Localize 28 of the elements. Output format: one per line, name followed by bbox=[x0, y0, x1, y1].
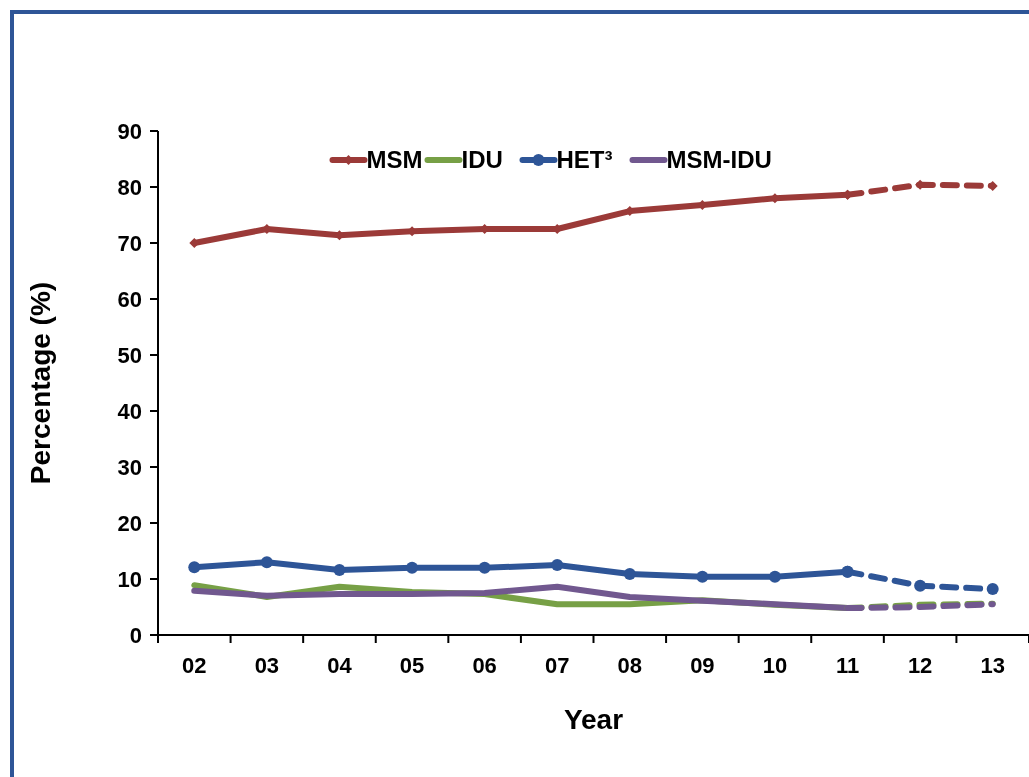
y-tick-label: 30 bbox=[117, 454, 142, 480]
x-tick-label: 08 bbox=[617, 652, 643, 678]
x-tick-label: 04 bbox=[327, 652, 353, 678]
y-axis-title: Percentage (%) bbox=[25, 281, 56, 485]
legend-label: HET³ bbox=[556, 146, 613, 174]
legend-label: IDU bbox=[461, 146, 503, 174]
x-tick-label: 03 bbox=[254, 652, 280, 678]
y-tick-label: 90 bbox=[117, 118, 142, 144]
x-tick-label: 06 bbox=[472, 652, 497, 678]
x-tick-label: 02 bbox=[182, 652, 207, 678]
x-tick-label: 05 bbox=[399, 652, 425, 678]
legend-label: MSM bbox=[366, 146, 423, 174]
x-tick-label: 12 bbox=[907, 652, 933, 678]
x-tick-label: 10 bbox=[762, 652, 788, 678]
x-tick-label: 09 bbox=[690, 652, 715, 678]
y-tick-label: 0 bbox=[129, 622, 142, 648]
legend-label: MSM-IDU bbox=[666, 146, 772, 174]
y-tick-label: 10 bbox=[117, 566, 142, 592]
x-tick-label: 11 bbox=[835, 652, 860, 678]
y-tick-label: 20 bbox=[117, 510, 142, 536]
y-tick-label: 70 bbox=[117, 230, 142, 256]
x-tick-label: 07 bbox=[544, 652, 570, 678]
y-tick-label: 50 bbox=[117, 342, 142, 368]
y-tick-label: 60 bbox=[117, 286, 142, 312]
x-tick-label: 13 bbox=[980, 652, 1005, 678]
x-axis-title: Year bbox=[563, 704, 624, 735]
y-tick-label: 80 bbox=[117, 174, 142, 200]
y-tick-label: 40 bbox=[117, 398, 142, 424]
